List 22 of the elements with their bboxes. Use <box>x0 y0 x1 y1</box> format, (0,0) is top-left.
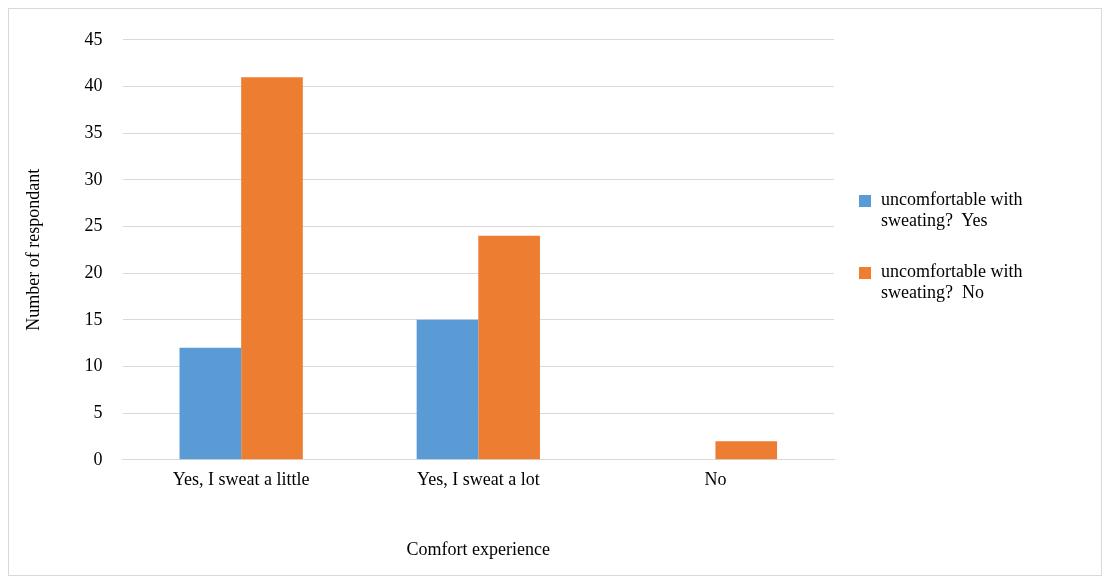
x-tick-label: No <box>704 469 727 490</box>
x-axis-title: Comfort experience <box>406 538 551 559</box>
y-tick-label: 40 <box>84 75 103 96</box>
y-tick-label: 0 <box>93 448 103 469</box>
y-tick-label: 15 <box>84 308 103 329</box>
y-tick-label: 30 <box>84 168 103 189</box>
y-tick-label: 35 <box>84 121 103 142</box>
bar <box>478 235 540 460</box>
bar <box>179 347 242 460</box>
y-tick-label: 20 <box>84 261 103 282</box>
y-tick-label: 5 <box>93 401 103 422</box>
x-tick-label: Yes, I sweat a lot <box>416 469 540 490</box>
bar <box>241 77 303 460</box>
bar <box>715 441 778 460</box>
y-axis-title: Number of respondant <box>22 168 43 331</box>
y-tick-label: 45 <box>84 28 103 49</box>
legend-label: uncomfortable with sweating? Yes <box>881 189 1024 231</box>
y-tick-label: 25 <box>84 215 103 236</box>
legend-label: uncomfortable with sweating? No <box>881 261 1024 303</box>
x-tick-label: Yes, I sweat a little <box>172 469 310 490</box>
y-tick-label: 10 <box>84 355 103 376</box>
bar <box>416 319 479 460</box>
